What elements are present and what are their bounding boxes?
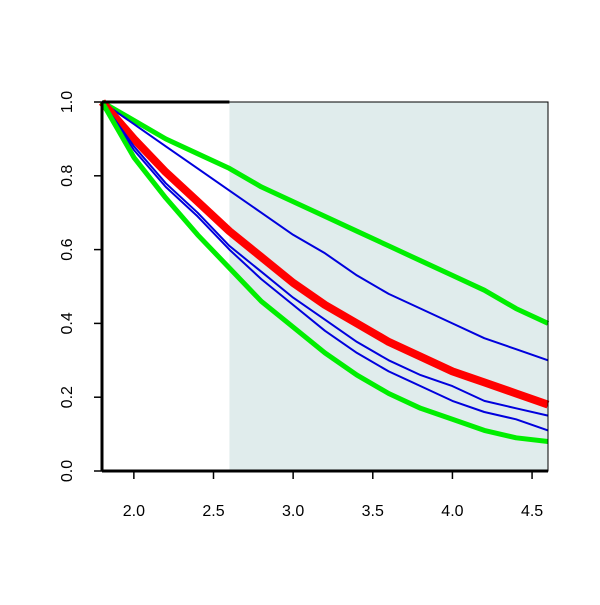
y-tick-label: 0.2 (59, 386, 76, 408)
series-line-3 (98, 99, 550, 409)
x-tick-label: 4.0 (441, 503, 463, 520)
shaded-region (229, 102, 548, 471)
y-tick-label: 0.6 (59, 238, 76, 260)
series-line-5 (101, 101, 549, 432)
y-tick-label: 0.0 (59, 460, 76, 482)
series-layer (98, 99, 550, 444)
series-line-4 (101, 101, 549, 417)
series-line-6 (99, 100, 549, 444)
x-tick-label: 4.5 (521, 503, 543, 520)
axis-layer: 2.0 2.5 3.0 3.5 4.0 4.5 0.0 0.2 0.4 0.6 0.8 1.0 (59, 91, 549, 520)
x-tick-label: 3.0 (282, 503, 304, 520)
shaded-region-layer (229, 102, 548, 471)
y-tick-label: 1.0 (59, 91, 76, 113)
series-line-1 (100, 99, 550, 326)
x-tick-label: 3.5 (362, 503, 384, 520)
series-line-2 (101, 101, 549, 362)
y-tick-label: 0.4 (59, 312, 76, 334)
y-tick-label: 0.8 (59, 165, 76, 187)
x-tick-label: 2.5 (202, 503, 224, 520)
x-tick-label: 2.0 (123, 503, 145, 520)
